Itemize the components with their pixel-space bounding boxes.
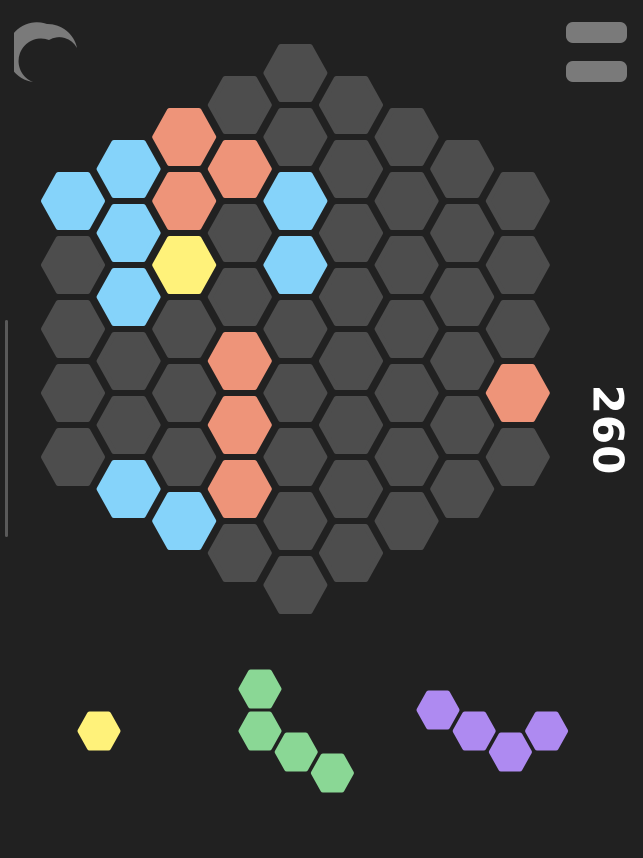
piece-yellow[interactable]: [77, 711, 121, 751]
board-cell-empty[interactable]: [319, 332, 383, 390]
piece-cell[interactable]: [238, 669, 282, 709]
board-cell-orange[interactable]: [485, 364, 550, 422]
board-cell-empty[interactable]: [41, 364, 105, 422]
board-cell-orange[interactable]: [207, 460, 272, 518]
board-cell-empty[interactable]: [430, 332, 495, 390]
board-cell-orange[interactable]: [152, 108, 217, 166]
piece-cell[interactable]: [525, 711, 569, 751]
board-cell-empty[interactable]: [430, 268, 495, 326]
board-cell-orange[interactable]: [207, 332, 272, 390]
hex-board[interactable]: [0, 0, 643, 640]
board-cell-empty[interactable]: [152, 364, 217, 422]
board-cell-empty[interactable]: [96, 332, 161, 390]
board-cell-empty[interactable]: [152, 300, 217, 358]
board-cell-empty[interactable]: [374, 172, 439, 230]
board-cell-empty[interactable]: [374, 492, 439, 550]
piece-cell[interactable]: [416, 690, 460, 730]
board-cell-empty[interactable]: [263, 44, 328, 102]
board-cell-empty[interactable]: [319, 396, 383, 454]
side-slider[interactable]: [5, 320, 8, 537]
board-cell-empty[interactable]: [263, 300, 328, 358]
piece-cell[interactable]: [77, 711, 121, 751]
board-cell-empty[interactable]: [263, 428, 328, 486]
board-cell-blue[interactable]: [96, 460, 161, 518]
board-cell-empty[interactable]: [263, 556, 328, 614]
board-cell-empty[interactable]: [430, 204, 495, 262]
board-cell-empty[interactable]: [374, 300, 439, 358]
board-cell-empty[interactable]: [152, 428, 217, 486]
piece-cell[interactable]: [488, 732, 532, 772]
board-cell-orange[interactable]: [207, 140, 272, 198]
board-cell-empty[interactable]: [263, 492, 328, 550]
board-cell-blue[interactable]: [96, 268, 161, 326]
board-cell-yellow[interactable]: [152, 236, 217, 294]
board-cell-blue[interactable]: [152, 492, 217, 550]
board-cell-empty[interactable]: [41, 236, 105, 294]
board-cell-empty[interactable]: [207, 76, 272, 134]
menu-bar-bottom[interactable]: [566, 61, 627, 82]
piece-cell[interactable]: [310, 753, 354, 793]
board-cell-empty[interactable]: [319, 204, 383, 262]
board-cell-blue[interactable]: [263, 172, 328, 230]
board-cell-empty[interactable]: [207, 524, 272, 582]
board-cell-empty[interactable]: [96, 396, 161, 454]
score: 260: [583, 384, 633, 476]
board-cell-empty[interactable]: [263, 364, 328, 422]
board-cell-blue[interactable]: [96, 204, 161, 262]
piece-cell[interactable]: [274, 732, 318, 772]
moon-icon[interactable]: [14, 20, 80, 86]
board-cell-empty[interactable]: [374, 364, 439, 422]
board-cell-empty[interactable]: [319, 524, 383, 582]
board-cell-empty[interactable]: [374, 108, 439, 166]
board-cell-blue[interactable]: [41, 172, 105, 230]
board-cell-empty[interactable]: [485, 236, 550, 294]
board-cell-empty[interactable]: [485, 172, 550, 230]
board-cell-empty[interactable]: [41, 428, 105, 486]
board-cell-empty[interactable]: [430, 460, 495, 518]
piece-green[interactable]: [238, 669, 354, 793]
board-cell-empty[interactable]: [485, 428, 550, 486]
board-cell-empty[interactable]: [41, 300, 105, 358]
board-cell-blue[interactable]: [96, 140, 161, 198]
piece-cell[interactable]: [452, 711, 496, 751]
board-cell-empty[interactable]: [430, 140, 495, 198]
board-cell-empty[interactable]: [319, 460, 383, 518]
menu-bar-top[interactable]: [566, 22, 627, 43]
board-cell-empty[interactable]: [207, 268, 272, 326]
board-cell-blue[interactable]: [263, 236, 328, 294]
board-cell-empty[interactable]: [485, 300, 550, 358]
board-cell-empty[interactable]: [207, 204, 272, 262]
board-cell-orange[interactable]: [152, 172, 217, 230]
board-cell-empty[interactable]: [374, 236, 439, 294]
board-cell-empty[interactable]: [430, 396, 495, 454]
board-cell-empty[interactable]: [319, 140, 383, 198]
piece-cell[interactable]: [238, 711, 282, 751]
board-cell-empty[interactable]: [263, 108, 328, 166]
board-cell-empty[interactable]: [319, 76, 383, 134]
board-cell-orange[interactable]: [207, 396, 272, 454]
board-cell-empty[interactable]: [319, 268, 383, 326]
piece-purple[interactable]: [416, 690, 569, 772]
board-cell-empty[interactable]: [374, 428, 439, 486]
